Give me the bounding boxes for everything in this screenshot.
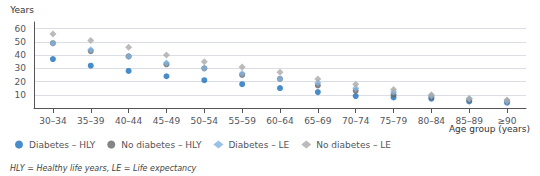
svg-text:35–39: 35–39 <box>77 116 105 126</box>
svg-text:HLY = Healthy life years, LE =: HLY = Healthy life years, LE = Life expe… <box>10 164 197 173</box>
svg-text:75–79: 75–79 <box>380 116 408 126</box>
svg-text:60–64: 60–64 <box>266 116 294 126</box>
svg-text:30–34: 30–34 <box>39 116 67 126</box>
svg-text:No diabetes – LE: No diabetes – LE <box>316 140 391 150</box>
svg-text:50: 50 <box>15 37 27 47</box>
svg-text:65–69: 65–69 <box>304 116 332 126</box>
svg-text:80–84: 80–84 <box>418 116 446 126</box>
svg-text:40: 40 <box>15 50 27 60</box>
svg-text:Age group (years): Age group (years) <box>448 123 530 134</box>
svg-text:45–49: 45–49 <box>153 116 181 126</box>
svg-text:Years: Years <box>9 5 34 15</box>
svg-text:60: 60 <box>15 24 27 34</box>
svg-text:40–44: 40–44 <box>115 116 143 126</box>
svg-text:10: 10 <box>15 90 27 100</box>
svg-text:Diabetes – HLY: Diabetes – HLY <box>29 140 96 150</box>
svg-text:20: 20 <box>15 77 27 87</box>
svg-text:55–59: 55–59 <box>228 116 256 126</box>
svg-text:≥90: ≥90 <box>498 116 517 126</box>
svg-text:85–89: 85–89 <box>456 116 484 126</box>
svg-text:50–54: 50–54 <box>191 116 219 126</box>
svg-text:Diabetes – LE: Diabetes – LE <box>228 140 289 150</box>
svg-text:70–74: 70–74 <box>342 116 370 126</box>
svg-text:30: 30 <box>15 63 27 73</box>
svg-text:No diabetes – HLY: No diabetes – HLY <box>121 140 202 150</box>
